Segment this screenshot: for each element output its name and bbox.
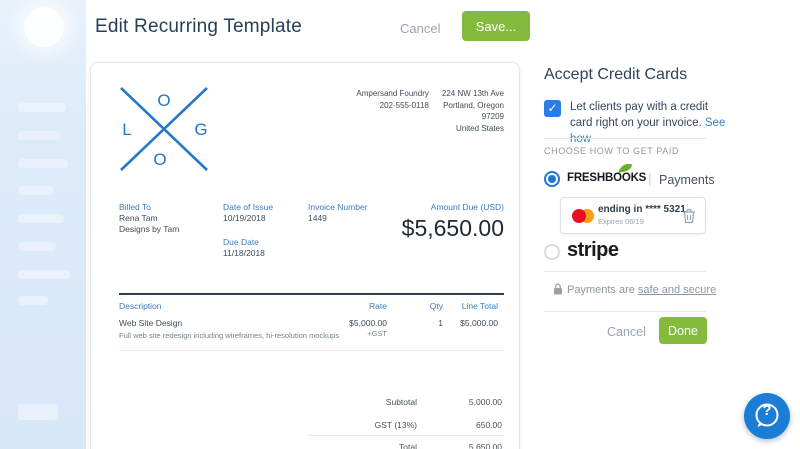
billed-to-label: Billed To: [119, 202, 151, 212]
address-line: United States: [455, 123, 504, 133]
col-header-qty: Qty: [429, 301, 443, 311]
done-button[interactable]: Done: [659, 317, 707, 344]
sidebar-item: [18, 404, 58, 420]
checkbox-text: Let clients pay with a credit card right…: [570, 101, 709, 129]
secure-note-prefix: Payments are: [567, 284, 638, 296]
help-question-glyph: ?: [762, 402, 772, 419]
mastercard-icon: [572, 209, 596, 223]
see-how-link[interactable]: See how: [570, 117, 726, 145]
logo-letter-right: G: [194, 120, 207, 139]
brand-divider: |: [648, 171, 652, 186]
amount-due-block: Amount Due (USD) $5,650.00: [402, 202, 504, 242]
stripe-logo: stripe: [567, 239, 619, 261]
invoice-number-block[interactable]: Invoice Number 1449: [308, 202, 368, 224]
due-date-value: 11/18/2018: [223, 248, 265, 258]
sidebar-item: [18, 296, 48, 305]
panel-divider: [544, 138, 706, 139]
billed-to-name: Rena Tam: [119, 213, 158, 223]
sidebar-item: [18, 159, 68, 168]
panel-cancel-button[interactable]: Cancel: [607, 325, 646, 339]
sidebar-dimmed: [0, 0, 86, 449]
gst-label: GST (13%): [374, 420, 417, 430]
line-item-details: Full web site redesign including wirefra…: [119, 331, 340, 340]
amount-due-value: $5,650.00: [401, 215, 504, 241]
address-line: Portland, Oregon: [443, 100, 504, 110]
row-separator: [119, 350, 504, 351]
line-item-qty: 1: [438, 318, 443, 328]
freshbooks-logo: FreshBooks: [567, 172, 647, 184]
amount-due-label: Amount Due (USD): [430, 202, 504, 212]
col-header-rate: Rate: [369, 301, 387, 311]
credit-card-checkbox-label: Let clients pay with a credit card right…: [570, 99, 730, 147]
company-name: Ampersand Foundry: [356, 89, 429, 98]
sidebar-item: [18, 214, 64, 223]
secure-note: Payments are safe and secure: [553, 283, 716, 296]
save-button[interactable]: Save...: [462, 11, 530, 41]
lock-icon: [554, 283, 562, 295]
sidebar-logo-circle: [24, 7, 64, 47]
company-phone: 202-555-0118: [379, 100, 429, 110]
sidebar-item: [18, 131, 60, 140]
invoice-number-value: 1449: [308, 213, 327, 223]
company-name-phone: Ampersand Foundry 202-555-0118: [356, 88, 428, 134]
line-item-total: $5,000.00: [460, 318, 498, 328]
due-date-label: Due Date: [223, 237, 259, 247]
logo-letter-top: O: [157, 91, 170, 110]
line-item-description: Web Site Design: [119, 318, 183, 328]
subtotal-value: 5,000.00: [468, 397, 502, 407]
invoice-logo[interactable]: O L G O: [118, 85, 210, 173]
col-header-line-total: Line Total: [461, 301, 498, 311]
sidebar-item: [18, 242, 56, 251]
sidebar-item: [18, 270, 70, 279]
company-address: 224 NW 13th Ave Portland, Oregon 97209 U…: [442, 88, 504, 134]
header-cancel-button[interactable]: Cancel: [400, 21, 441, 36]
choose-how-to-get-paid-label: CHOOSE HOW TO GET PAID: [544, 146, 680, 156]
safe-and-secure-link[interactable]: safe and secure: [637, 284, 717, 296]
logo-letter-bottom: O: [153, 150, 166, 169]
invoice-number-label: Invoice Number: [308, 202, 368, 212]
gst-value: 650.00: [476, 420, 502, 430]
page-title: Edit Recurring Template: [95, 16, 303, 37]
delete-card-icon[interactable]: [682, 208, 696, 224]
totals-divider: [308, 435, 504, 436]
help-button[interactable]: ?: [744, 393, 790, 439]
credit-card-checkbox[interactable]: ✓: [544, 100, 561, 117]
table-top-border: [119, 293, 504, 295]
billed-to-block[interactable]: Billed To Rena Tam Designs by Tam: [119, 202, 179, 235]
freshbooks-payments-radio[interactable]: [544, 171, 560, 187]
payments-label: Payments: [659, 173, 715, 187]
help-bubble-icon: [755, 403, 779, 427]
due-date-block[interactable]: Due Date 11/18/2018: [223, 237, 265, 259]
total-value: 5,650.00: [468, 442, 502, 449]
line-item-row[interactable]: Web Site Design Full web site redesign i…: [119, 318, 369, 341]
total-label: Total: [399, 442, 417, 449]
line-item-rate-cell: $5,000.00 +GST: [349, 318, 387, 339]
card-ending-text: ending in **** 5321: [598, 204, 686, 215]
checkmark-icon: ✓: [547, 101, 558, 115]
sidebar-item: [18, 103, 66, 112]
date-of-issue-label: Date of Issue: [223, 202, 274, 212]
sidebar-item: [18, 186, 54, 195]
card-expires-text: Expires 06/19: [598, 217, 644, 226]
subtotal-label: Subtotal: [385, 397, 417, 407]
line-item-rate-note: +GST: [367, 329, 387, 338]
saved-card: ending in **** 5321 Expires 06/19: [560, 197, 706, 234]
company-info[interactable]: Ampersand Foundry 202-555-0118 224 NW 13…: [356, 88, 504, 134]
col-header-description: Description: [119, 301, 162, 311]
panel-divider: [544, 311, 706, 312]
logo-letter-left: L: [122, 120, 131, 139]
billed-to-company: Designs by Tam: [119, 224, 180, 234]
line-item-rate: $5,000.00: [349, 318, 387, 328]
stripe-radio[interactable]: [544, 244, 560, 260]
panel-divider: [544, 271, 706, 272]
freshbooks-leaf-icon: [618, 163, 632, 173]
accept-credit-cards-title: Accept Credit Cards: [544, 66, 688, 83]
address-line: 224 NW 13th Ave: [441, 89, 504, 98]
invoice-preview-card: O L G O Ampersand Foundry 202-555-0118 2…: [90, 62, 520, 449]
date-of-issue-value: 10/19/2018: [223, 213, 266, 223]
date-of-issue-block[interactable]: Date of Issue 10/19/2018: [223, 202, 273, 224]
address-line: 97209: [481, 112, 504, 121]
